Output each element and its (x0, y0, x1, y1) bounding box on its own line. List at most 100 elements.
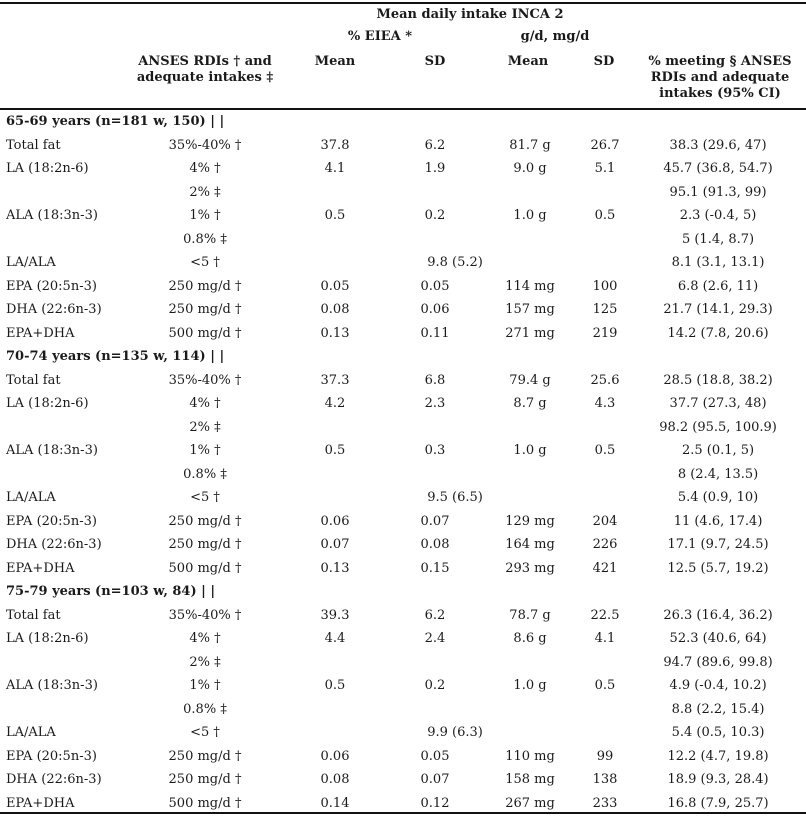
rdi-cell: <5 † (190, 255, 220, 271)
sd-eiea-cell: 0.05 (420, 748, 450, 764)
nutrient-label: EPA (20:5n-3) (6, 748, 97, 764)
nutrient-label: DHA (22:6n-3) (6, 772, 102, 788)
mean-eiea-cell: 0.13 (320, 325, 350, 341)
sd-gd-cell: 226 (592, 537, 618, 553)
mean-gd-cell (480, 463, 580, 487)
table-row: ALA (18:3n-3) 1% † 0.5 0.3 1.0 g 0.5 2.5 (0.1,… (0, 439, 806, 463)
sd-eiea-cell: 0.15 (420, 560, 450, 576)
header-rdi-2: adequate intakes ‡ (136, 70, 274, 85)
rdi-cell: 4% † (189, 396, 221, 412)
mean-gd-cell: 293 mg (505, 560, 555, 576)
ratio-cell: 9.9 (6.3) (427, 725, 483, 741)
rdi-cell: 500 mg/d † (168, 325, 242, 341)
rdi-cell: 250 mg/d † (168, 748, 242, 764)
mean-gd-cell: 157 mg (505, 302, 555, 318)
table-row: Total fat 35%-40% † 37.8 6.2 81.7 g 26.7 38.3 … (0, 134, 806, 158)
pct-meeting-cell: 26.3 (16.4, 36.2) (663, 607, 773, 623)
sd-eiea-cell: 1.9 (424, 161, 446, 177)
pct-meeting-cell: 28.5 (18.8, 38.2) (663, 372, 773, 388)
mean-gd-cell: 1.0 g (513, 208, 547, 224)
rdi-cell: 35%-40% † (168, 137, 242, 153)
mean-gd-cell: 1.0 g (513, 443, 547, 459)
mean-gd-cell: 129 mg (505, 513, 555, 529)
mean-eiea-cell: 0.08 (320, 302, 350, 318)
sd-gd-cell: 25.6 (590, 372, 620, 388)
rdi-cell: 250 mg/d † (168, 513, 242, 529)
mean-eiea-cell: 37.8 (320, 137, 350, 153)
sd-eiea-cell: 0.06 (420, 302, 450, 318)
table-row: 2% ‡ 98.2 (95.5, 100.9) (0, 416, 806, 440)
sd-gd-cell (580, 228, 630, 252)
nutrient-label: EPA (20:5n-3) (6, 278, 97, 294)
sd-gd-cell: 4.3 (594, 396, 616, 412)
nutrient-label: Total fat (6, 607, 61, 623)
sd-gd-cell: 4.1 (594, 631, 616, 647)
mean-gd-cell (480, 181, 580, 205)
nutrient-label: Total fat (6, 372, 61, 388)
mean-eiea-cell: 0.06 (320, 748, 350, 764)
rdi-cell: <5 † (190, 725, 220, 741)
rdi-cell: 250 mg/d † (168, 302, 242, 318)
table-row: Total fat 35%-40% † 37.3 6.8 79.4 g 25.6 28.5 … (0, 369, 806, 393)
table-row: LA/ALA <5 † 9.5 (6.5) 5.4 (0.9, 10) (0, 486, 806, 510)
sd-eiea-cell: 6.8 (424, 372, 446, 388)
rdi-cell: 4% † (189, 631, 221, 647)
mean-eiea-cell: 0.13 (320, 560, 350, 576)
sd-gd-cell (580, 416, 630, 440)
sd-gd-cell (580, 651, 630, 675)
mean-gd-cell (480, 416, 580, 440)
header-group-title: Mean daily intake INCA 2 (376, 7, 564, 22)
rdi-cell: 1% † (189, 678, 221, 694)
table-row: 0.8% ‡ 5 (1.4, 8.7) (0, 228, 806, 252)
section-label: 70-74 years (n=135 w, 114) | | (6, 349, 225, 365)
sd-gd-cell: 100 (592, 278, 618, 294)
ratio-cell: 9.5 (6.5) (427, 490, 483, 506)
header-eiea: % EIEA * (347, 29, 413, 44)
nutrient-label: ALA (18:3n-3) (6, 208, 98, 224)
rdi-cell: 500 mg/d † (168, 560, 242, 576)
pct-meeting-cell: 11 (4.6, 17.4) (673, 513, 763, 529)
top-rule (0, 2, 806, 4)
nutrient-label (0, 651, 130, 675)
nutrient-label: EPA (20:5n-3) (6, 513, 97, 529)
pct-meeting-cell: 95.1 (91.3, 99) (669, 184, 767, 200)
bottom-rule (0, 812, 806, 814)
sd-eiea-cell: 6.2 (424, 137, 446, 153)
table-row: LA (18:2n-6) 4% † 4.4 2.4 8.6 g 4.1 52.3 (40.6… (0, 627, 806, 651)
pct-meeting-cell: 45.7 (36.8, 54.7) (663, 161, 773, 177)
mean-eiea-cell (280, 181, 390, 205)
mean-gd-cell: 9.0 g (513, 161, 547, 177)
nutrient-label (0, 416, 130, 440)
mean-eiea-cell: 0.06 (320, 513, 350, 529)
mean-gd-cell: 8.7 g (513, 396, 547, 412)
header-meeting-1: % meeting § ANSES (648, 54, 792, 69)
nutrient-label: EPA+DHA (6, 795, 75, 811)
mean-eiea-cell: 0.5 (324, 208, 346, 224)
table-row: LA/ALA <5 † 9.9 (6.3) 5.4 (0.5, 10.3) (0, 721, 806, 745)
mean-eiea-cell (280, 228, 390, 252)
table-row: 2% ‡ 94.7 (89.6, 99.8) (0, 651, 806, 675)
rdi-cell: 250 mg/d † (168, 537, 242, 553)
mean-gd-cell: 158 mg (505, 772, 555, 788)
pct-meeting-cell: 12.2 (4.7, 19.8) (667, 748, 769, 764)
nutrient-label: LA (18:2n-6) (6, 631, 89, 647)
header-gd: g/d, mg/d (520, 29, 590, 44)
sd-eiea-cell: 0.2 (424, 208, 446, 224)
table-row: DHA (22:6n-3) 250 mg/d † 0.08 0.06 157 mg 125… (0, 298, 806, 322)
header-rdi-1: ANSES RDIs † and (138, 54, 272, 69)
pct-meeting-cell: 5.4 (0.9, 10) (677, 490, 759, 506)
sd-eiea-cell: 0.07 (420, 513, 450, 529)
mean-eiea-cell: 0.05 (320, 278, 350, 294)
pct-meeting-cell: 5.4 (0.5, 10.3) (671, 725, 765, 741)
sd-gd-cell: 138 (592, 772, 618, 788)
nutrient-label: ALA (18:3n-3) (6, 678, 98, 694)
table-row: EPA (20:5n-3) 250 mg/d † 0.06 0.07 129 mg 204… (0, 510, 806, 534)
header-meeting-2: RDIs and adequate (650, 70, 790, 85)
mean-gd-cell: 164 mg (505, 537, 555, 553)
mean-eiea-cell: 0.5 (324, 443, 346, 459)
sd-eiea-cell: 2.3 (424, 396, 446, 412)
sd-gd-cell: 0.5 (594, 443, 616, 459)
table-row: EPA+DHA 500 mg/d † 0.13 0.15 293 mg 421 12.5 (… (0, 557, 806, 581)
table-row: EPA (20:5n-3) 250 mg/d † 0.05 0.05 114 mg 100… (0, 275, 806, 299)
mean-eiea-cell (280, 416, 390, 440)
